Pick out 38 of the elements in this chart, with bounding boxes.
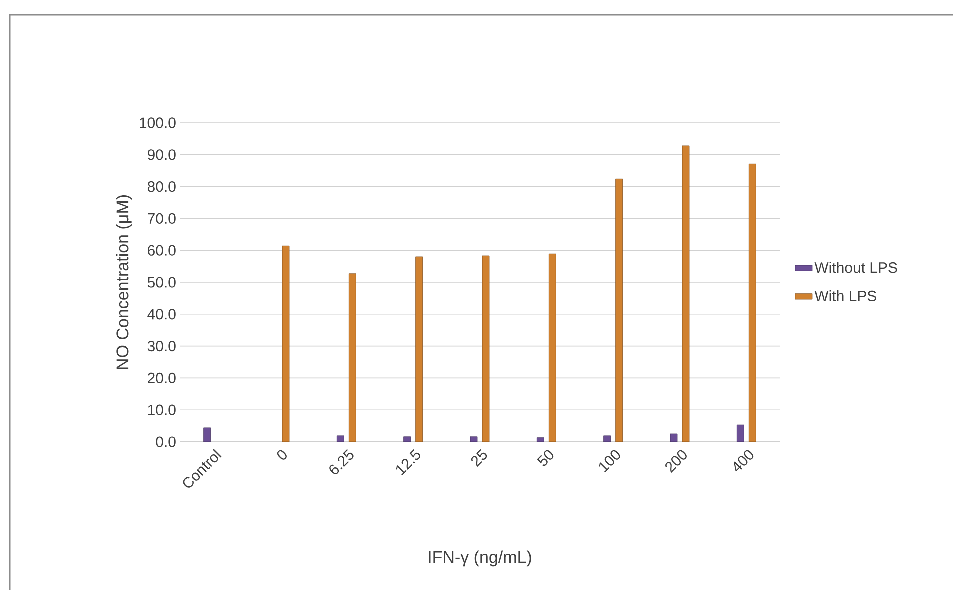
y-tick-label: 100.0 [140,118,176,128]
x-tick-label: 50 [537,450,554,466]
bar [336,436,344,442]
bar [604,436,612,442]
y-tick-label: 20.0 [148,372,176,384]
bar [748,164,756,442]
bar [416,256,424,442]
x-tick-label: 25 [471,449,488,468]
bar [670,434,678,442]
y-tick-label: 0.0 [156,436,176,448]
bar [348,274,356,442]
x-axis-title: IFN-γ (ng/mL) [429,550,532,567]
y-tick-label: 10.0 [148,404,176,416]
y-tick-label: 30.0 [148,340,176,352]
bar [536,438,544,442]
bar [682,146,690,442]
y-tick-label: 60.0 [148,245,176,256]
bar [470,436,478,442]
legend-label: Without LPS [814,262,898,274]
x-tick-label: 6.25 [330,449,354,474]
y-tick-label: 50.0 [148,277,176,288]
y-tick-label: 70.0 [148,213,176,224]
bar [204,428,212,442]
legend-label: With LPS [814,290,876,302]
x-tick-label: 200 [666,450,687,473]
y-tick-label: 40.0 [148,309,176,320]
bar [548,254,556,442]
bar [616,178,624,442]
x-tick-label: 400 [734,450,754,472]
bar [404,436,412,442]
x-tick-label: 100 [599,450,620,473]
y-axis-title: NO Concentration (μM) [116,196,132,370]
bar [736,424,744,442]
x-tick-label: 0 [277,450,287,460]
y-tick-label: 90.0 [148,150,176,160]
y-tick-label: 80.0 [148,181,176,192]
bar [282,246,290,442]
bar [482,256,490,442]
